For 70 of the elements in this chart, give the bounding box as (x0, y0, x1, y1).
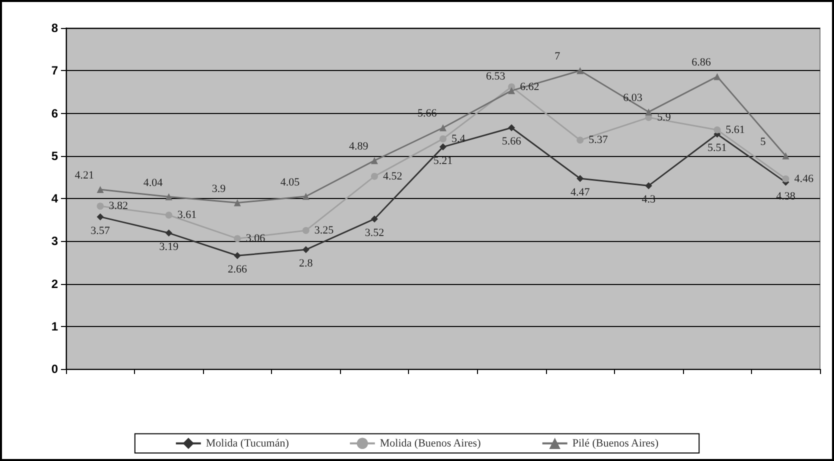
data-label: 2.8 (299, 258, 314, 270)
legend-label: Molida (Tucumán) (206, 437, 290, 450)
data-label: 7 (554, 50, 561, 63)
point (234, 252, 241, 260)
data-label: 3.25 (314, 224, 334, 236)
point (508, 124, 516, 132)
y-tick-label: 8 (51, 21, 58, 35)
legend-label: Pilé (Buenos Aires) (572, 437, 659, 450)
data-label: 3.82 (108, 200, 128, 212)
data-label: 5 (760, 136, 766, 148)
legend-label: Molida (Buenos Aires) (380, 437, 482, 450)
data-label: 5.4 (452, 132, 466, 145)
point (440, 143, 446, 150)
y-tick-label: 1 (51, 319, 58, 334)
point (302, 226, 310, 234)
data-label: 5.51 (708, 142, 727, 154)
data-label: 3.9 (212, 182, 226, 195)
y-tick-label: 3 (51, 234, 58, 248)
data-label: 4.05 (280, 176, 300, 188)
data-label: 6.62 (520, 80, 540, 93)
data-label: 5.37 (588, 134, 608, 146)
point (576, 67, 584, 74)
point (645, 108, 652, 116)
point (645, 182, 652, 190)
data-label: 4.47 (570, 186, 590, 198)
point (96, 213, 104, 220)
point (302, 192, 310, 200)
y-tick-label: 6 (51, 106, 58, 120)
y-tick-label: 7 (51, 64, 58, 78)
data-label: 3.19 (159, 241, 179, 254)
y-tick-label: 0 (51, 362, 58, 376)
data-label: 4.04 (143, 176, 164, 189)
point (370, 157, 378, 164)
point (165, 230, 172, 237)
data-label: 5.61 (726, 124, 745, 136)
point (370, 172, 378, 180)
data-label: 6.86 (692, 56, 712, 69)
point (234, 199, 241, 206)
y-tick-label: 4 (51, 192, 58, 206)
point (234, 235, 241, 242)
point (165, 193, 172, 200)
data-label: 3.52 (364, 226, 384, 239)
point (782, 175, 790, 182)
point (714, 126, 721, 134)
data-label: 4.52 (382, 170, 402, 182)
point (370, 215, 378, 222)
point (440, 135, 446, 142)
data-label: 3.61 (177, 209, 197, 222)
point (96, 202, 104, 210)
point (576, 174, 584, 182)
point (165, 212, 172, 219)
data-label: 5.66 (502, 136, 522, 148)
point (302, 246, 310, 254)
data-label: 6.03 (623, 92, 643, 104)
point (96, 186, 104, 194)
data-label: 5.21 (433, 154, 453, 167)
data-label: 3.57 (90, 224, 110, 237)
data-label: 2.66 (228, 264, 248, 276)
point (440, 124, 446, 132)
point (576, 136, 584, 144)
data-label: 4.21 (74, 170, 94, 182)
data-label: 4.89 (348, 140, 369, 153)
data-label: 4.46 (794, 172, 814, 185)
point (714, 73, 721, 80)
point (508, 87, 516, 94)
y-tick-label: 5 (51, 148, 58, 163)
data-label: 6.53 (486, 70, 506, 83)
y-tick-label: 2 (51, 276, 58, 291)
point (782, 152, 790, 160)
data-label: 5.9 (657, 112, 672, 124)
